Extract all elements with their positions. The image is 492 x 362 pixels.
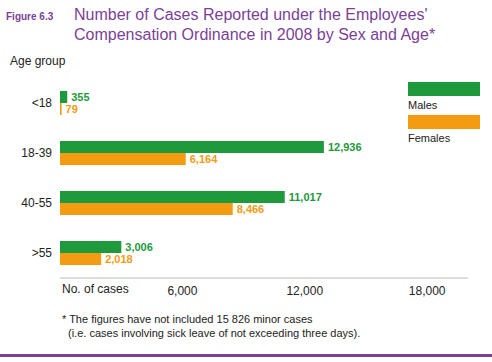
svg-text:6,000: 6,000 bbox=[167, 284, 197, 298]
svg-text:<18: <18 bbox=[32, 96, 53, 110]
svg-text:12,936: 12,936 bbox=[328, 141, 362, 153]
svg-text:18,000: 18,000 bbox=[409, 284, 446, 298]
svg-text:>55: >55 bbox=[32, 246, 53, 260]
html-text:Females: Females bbox=[408, 132, 451, 144]
svg-text:6,164: 6,164 bbox=[190, 153, 218, 165]
svg-text:2,018: 2,018 bbox=[105, 253, 133, 265]
svg-text:40-55: 40-55 bbox=[21, 196, 52, 210]
svg-text:355: 355 bbox=[71, 91, 89, 103]
html-text:* The figures have not include: * The figures have not included 15 826 m… bbox=[62, 313, 313, 325]
svg-text:8,466: 8,466 bbox=[237, 203, 265, 215]
html-text:(i.e. cases involving sick lea: (i.e. cases involving sick leave of not … bbox=[68, 327, 361, 339]
svg-text:12,000: 12,000 bbox=[286, 284, 323, 298]
html-text:Number of Cases Reported under: Number of Cases Reported under the Emplo… bbox=[74, 6, 436, 43]
svg-text:18-39: 18-39 bbox=[21, 146, 52, 160]
html-text:Males: Males bbox=[408, 99, 438, 111]
svg-text:79: 79 bbox=[66, 103, 78, 115]
html-text:Figure 6.3: Figure 6.3 bbox=[6, 11, 54, 22]
html-text:Age group: Age group bbox=[10, 54, 66, 68]
svg-text:11,017: 11,017 bbox=[289, 191, 322, 203]
html-text:No. of cases: No. of cases bbox=[62, 282, 129, 296]
svg-text:3,006: 3,006 bbox=[125, 241, 153, 253]
